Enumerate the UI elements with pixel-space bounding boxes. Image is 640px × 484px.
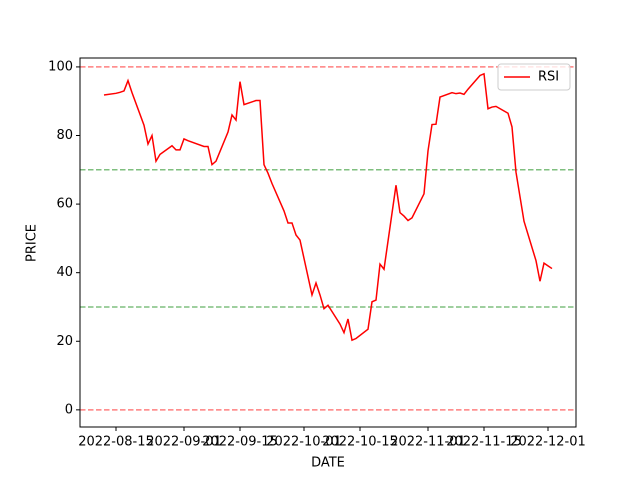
y-tick-label: 60 bbox=[56, 197, 73, 212]
y-tick-label: 20 bbox=[56, 334, 73, 349]
y-axis-label: PRICE bbox=[25, 224, 40, 262]
x-tick-label: 2022-10-15 bbox=[322, 435, 398, 450]
legend-box bbox=[497, 63, 571, 91]
y-tick-label: 0 bbox=[65, 402, 73, 417]
x-tick-label: 2022-09-01 bbox=[146, 435, 222, 450]
x-tick-label: 2022-09-15 bbox=[202, 435, 278, 450]
line-series bbox=[103, 72, 553, 342]
x-tick-label: 2022-11-15 bbox=[446, 435, 522, 450]
x-axis-label: DATE bbox=[311, 456, 345, 471]
plot-frame bbox=[79, 57, 577, 428]
x-tick-label: 2022-10-01 bbox=[266, 435, 342, 450]
x-tick-label: 2022-08-15 bbox=[78, 435, 154, 450]
y-tick-label: 80 bbox=[56, 128, 73, 143]
x-tick-label: 2022-11-01 bbox=[390, 435, 466, 450]
x-tick-label: 2022-12-01 bbox=[510, 435, 586, 450]
y-tick-label: 100 bbox=[48, 59, 73, 74]
legend-label: RSI bbox=[538, 70, 559, 85]
y-tick-label: 40 bbox=[56, 265, 73, 280]
